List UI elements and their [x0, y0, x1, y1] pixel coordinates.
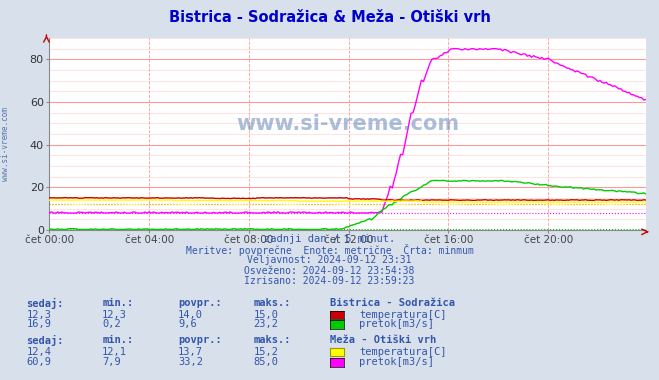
Text: www.si-vreme.com: www.si-vreme.com	[236, 114, 459, 135]
Text: 0,2: 0,2	[102, 319, 121, 329]
Text: min.:: min.:	[102, 335, 133, 345]
Text: 15,2: 15,2	[254, 347, 279, 356]
Text: maks.:: maks.:	[254, 335, 291, 345]
Text: 23,2: 23,2	[254, 319, 279, 329]
Text: Bistrica - Sodražica: Bistrica - Sodražica	[330, 298, 455, 308]
Text: 16,9: 16,9	[26, 319, 51, 329]
Text: sedaj:: sedaj:	[26, 298, 64, 309]
Text: Izrisano: 2024-09-12 23:59:23: Izrisano: 2024-09-12 23:59:23	[244, 276, 415, 286]
Text: sedaj:: sedaj:	[26, 335, 64, 346]
Text: 15,0: 15,0	[254, 310, 279, 320]
Text: povpr.:: povpr.:	[178, 335, 221, 345]
Text: 9,6: 9,6	[178, 319, 196, 329]
Text: min.:: min.:	[102, 298, 133, 308]
Text: www.si-vreme.com: www.si-vreme.com	[1, 108, 10, 181]
Text: Bistrica - Sodražica & Meža - Otiški vrh: Bistrica - Sodražica & Meža - Otiški vrh	[169, 10, 490, 24]
Text: 14,0: 14,0	[178, 310, 203, 320]
Text: pretok[m3/s]: pretok[m3/s]	[359, 319, 434, 329]
Text: 12,4: 12,4	[26, 347, 51, 356]
Text: 7,9: 7,9	[102, 357, 121, 367]
Text: 60,9: 60,9	[26, 357, 51, 367]
Text: pretok[m3/s]: pretok[m3/s]	[359, 357, 434, 367]
Text: 12,1: 12,1	[102, 347, 127, 356]
Text: maks.:: maks.:	[254, 298, 291, 308]
Text: Meritve: povprečne  Enote: metrične  Črta: minmum: Meritve: povprečne Enote: metrične Črta:…	[186, 244, 473, 256]
Text: 12,3: 12,3	[26, 310, 51, 320]
Text: Osveženo: 2024-09-12 23:54:38: Osveženo: 2024-09-12 23:54:38	[244, 266, 415, 276]
Text: temperatura[C]: temperatura[C]	[359, 347, 447, 356]
Text: zadnji dan / 5 minut.: zadnji dan / 5 minut.	[264, 234, 395, 244]
Text: povpr.:: povpr.:	[178, 298, 221, 308]
Text: 12,3: 12,3	[102, 310, 127, 320]
Text: Meža - Otiški vrh: Meža - Otiški vrh	[330, 335, 436, 345]
Text: 85,0: 85,0	[254, 357, 279, 367]
Text: 13,7: 13,7	[178, 347, 203, 356]
Text: temperatura[C]: temperatura[C]	[359, 310, 447, 320]
Text: 33,2: 33,2	[178, 357, 203, 367]
Text: Veljavnost: 2024-09-12 23:31: Veljavnost: 2024-09-12 23:31	[247, 255, 412, 265]
